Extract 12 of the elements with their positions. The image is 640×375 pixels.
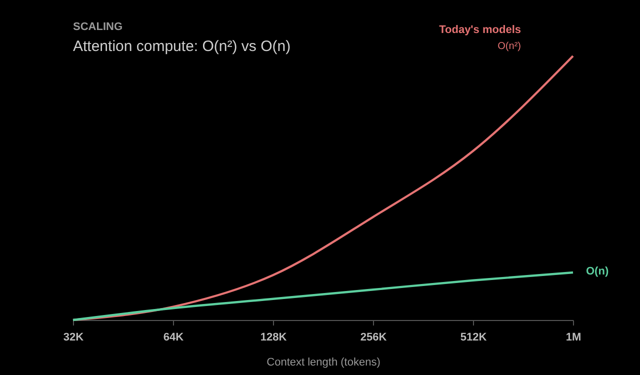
x-tick-label: 512K	[460, 332, 487, 344]
x-tick-label: 64K	[163, 332, 184, 344]
series-label: O(n)	[586, 265, 609, 278]
x-tick-label: 128K	[260, 332, 287, 344]
chart-subtitle: Attention compute: O(n²) vs O(n)	[73, 38, 291, 55]
x-tick-label: 32K	[63, 332, 84, 344]
text: O(n²)	[498, 41, 521, 52]
chart-title: SCALING	[73, 21, 122, 33]
x-tick-label: 256K	[360, 332, 387, 344]
x-axis-title: Context length (tokens)	[266, 356, 380, 368]
x-tick-label: 1M	[566, 332, 582, 344]
text: Today's models	[439, 24, 521, 36]
